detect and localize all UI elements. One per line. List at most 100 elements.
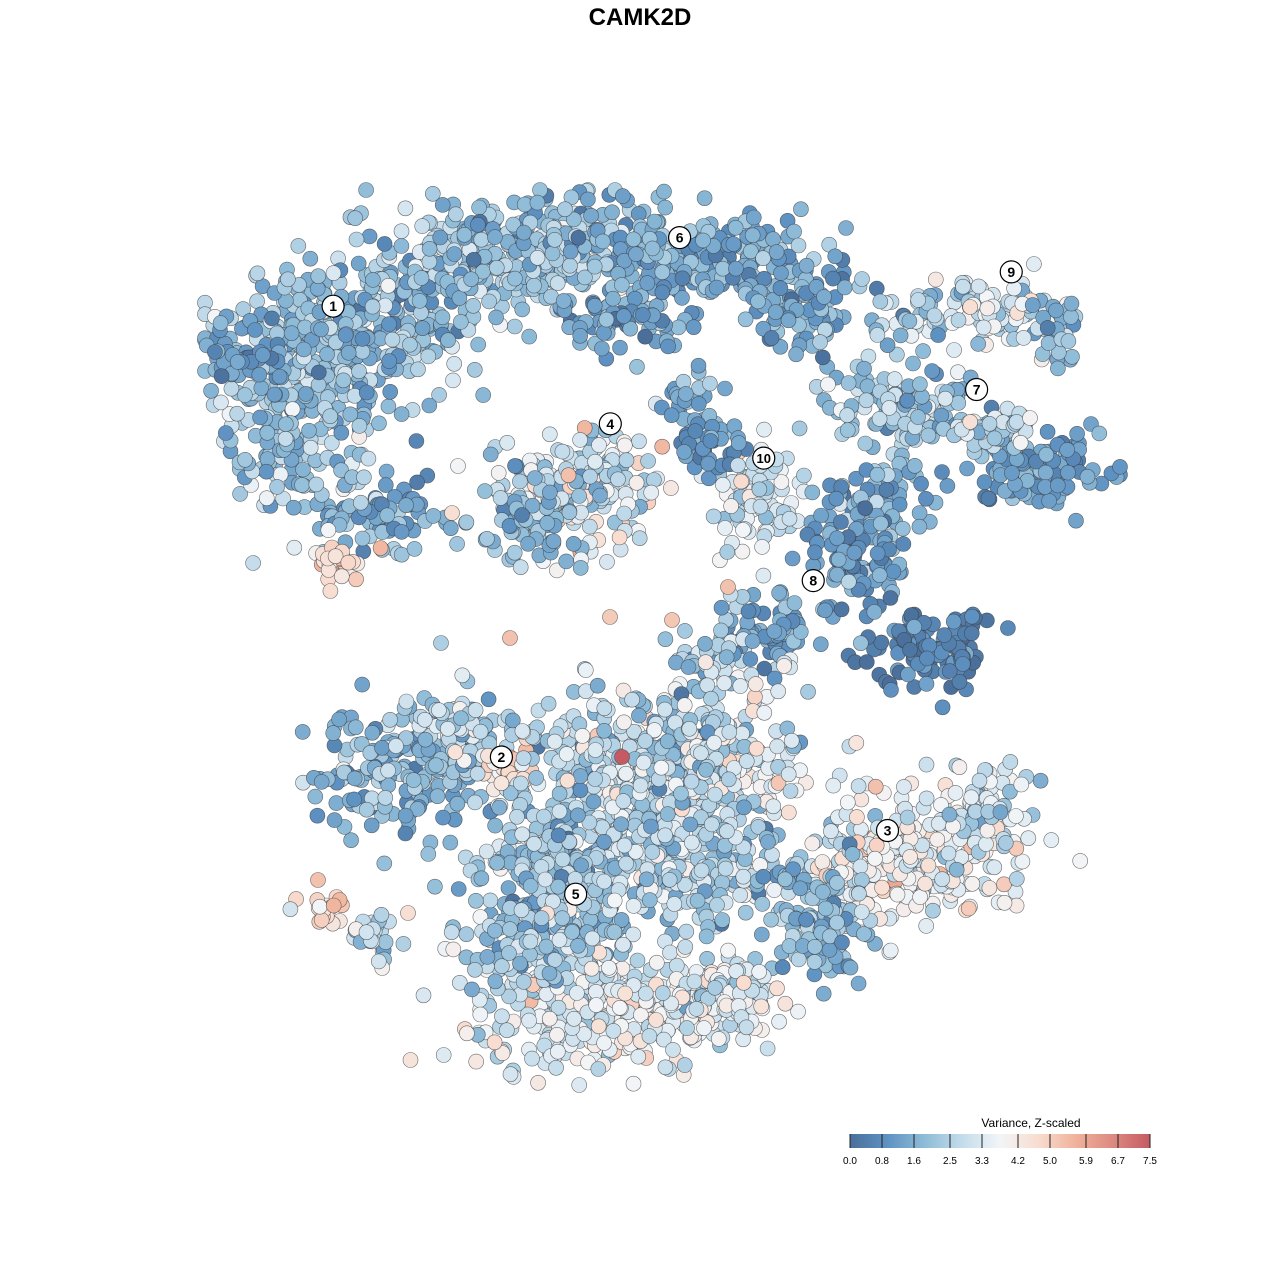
cell-point xyxy=(554,910,571,927)
cell-point xyxy=(425,508,442,524)
cell-point xyxy=(1002,754,1019,770)
cell-point xyxy=(1015,330,1032,346)
cell-point xyxy=(269,479,285,495)
cell-point xyxy=(920,427,937,444)
cell-point xyxy=(507,270,523,287)
cell-point xyxy=(354,331,371,347)
cell-point xyxy=(592,487,608,504)
cell-point xyxy=(659,733,676,750)
cell-point xyxy=(573,857,589,874)
cell-point xyxy=(912,889,928,905)
cell-point xyxy=(872,293,889,310)
cell-point xyxy=(924,363,940,379)
cell-point xyxy=(1000,620,1016,636)
cell-point xyxy=(377,477,394,493)
cell-point xyxy=(381,353,398,369)
cell-point xyxy=(945,613,962,630)
cell-point xyxy=(720,942,736,959)
cell-point xyxy=(950,395,967,411)
cell-point xyxy=(308,476,325,493)
cell-point xyxy=(827,248,844,265)
cell-point xyxy=(853,791,870,808)
cell-point xyxy=(817,602,833,619)
cell-point xyxy=(934,464,950,480)
cell-point xyxy=(676,444,692,460)
cell-point xyxy=(629,952,646,969)
cell-point xyxy=(346,770,363,787)
cell-point xyxy=(551,785,568,802)
cell-point xyxy=(490,465,507,481)
cell-point xyxy=(354,676,371,693)
cell-point xyxy=(720,771,737,788)
cell-point xyxy=(488,259,505,276)
cell-point xyxy=(878,482,895,498)
cell-point xyxy=(744,227,761,244)
cell-point xyxy=(533,910,550,926)
cell-point xyxy=(446,355,463,372)
cell-point xyxy=(919,650,935,667)
cell-point xyxy=(1038,446,1055,463)
cell-point xyxy=(661,871,678,888)
cell-point xyxy=(705,508,722,525)
cell-point xyxy=(871,567,888,584)
cell-point xyxy=(522,878,539,894)
cell-point xyxy=(301,422,317,439)
cell-point xyxy=(587,742,604,758)
cell-point xyxy=(605,290,621,307)
cell-point xyxy=(590,1061,607,1077)
cell-point xyxy=(840,573,857,590)
cell-point xyxy=(570,229,587,246)
cell-point xyxy=(512,473,528,490)
cell-point xyxy=(911,518,928,535)
cell-point xyxy=(588,997,605,1013)
cell-point xyxy=(290,238,307,254)
cell-point xyxy=(696,190,713,206)
cell-point xyxy=(449,795,466,812)
cell-point xyxy=(1032,772,1049,789)
cell-point xyxy=(562,243,579,260)
cell-point xyxy=(963,625,980,642)
cell-point xyxy=(713,622,729,639)
cell-point xyxy=(812,334,828,350)
cell-point xyxy=(320,522,337,538)
cell-point xyxy=(723,498,739,514)
cell-point xyxy=(601,959,617,976)
cell-point xyxy=(830,551,847,568)
cell-point xyxy=(283,325,300,342)
cell-point xyxy=(786,223,802,240)
cell-point xyxy=(337,327,354,343)
cell-point xyxy=(697,635,713,652)
cell-point xyxy=(981,415,998,432)
cell-point xyxy=(857,500,874,517)
cell-point xyxy=(512,775,529,792)
cell-point xyxy=(812,636,829,653)
cell-point xyxy=(814,349,831,366)
cell-point xyxy=(561,504,578,521)
cell-point xyxy=(364,724,381,741)
cell-point xyxy=(767,304,784,320)
cell-point xyxy=(302,250,319,267)
cell-point xyxy=(850,975,867,992)
cell-point xyxy=(286,539,303,556)
cell-point xyxy=(790,1003,806,1020)
cell-point xyxy=(781,510,798,527)
cell-point xyxy=(616,505,633,522)
cell-point xyxy=(431,702,447,719)
cell-point xyxy=(278,416,294,433)
cell-point xyxy=(586,297,603,314)
cell-point xyxy=(986,859,1003,876)
cell-point xyxy=(868,280,885,297)
cell-point xyxy=(780,312,797,329)
cell-point xyxy=(350,255,367,272)
cell-point xyxy=(402,336,418,353)
cell-point xyxy=(574,728,591,744)
cell-point xyxy=(415,987,432,1004)
cell-point xyxy=(754,539,770,555)
cell-point xyxy=(653,759,670,776)
cell-point xyxy=(536,808,552,825)
cell-point xyxy=(598,311,615,328)
cell-point xyxy=(253,380,270,396)
cell-point xyxy=(825,777,842,794)
cell-point xyxy=(596,1035,612,1051)
cell-point xyxy=(804,484,821,501)
